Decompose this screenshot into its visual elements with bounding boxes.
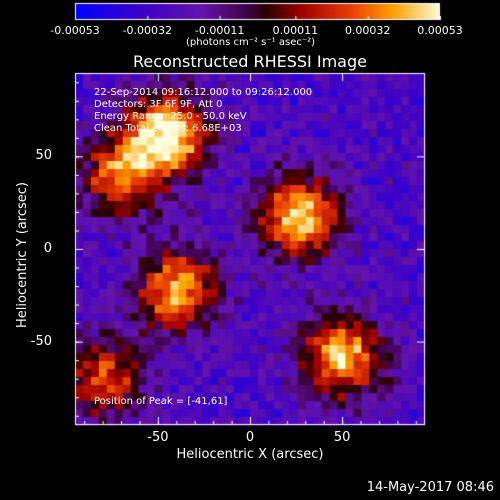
colorbar-tick-label: 0.00011	[272, 24, 319, 37]
colorbar-tick-label: -0.00053	[50, 24, 100, 37]
chart-title: Reconstructed RHESSI Image	[133, 52, 367, 71]
colorbar-tick-label: 0.00053	[417, 24, 463, 37]
x-tick-label: 0	[245, 430, 255, 445]
x-tick-label: 50	[333, 430, 351, 445]
annotation-energy-range: Energy Range: 25.0 - 50.0 keV	[94, 111, 247, 122]
annotation-clean-counts: Clean Total counts: 6.68E+03	[94, 123, 242, 134]
footer-date: 14-May-2017 08:46	[366, 480, 494, 495]
colorbar-tick-label: -0.00011	[194, 24, 245, 37]
colorbar-unit: (photons cm⁻² s⁻¹ asec⁻²)	[186, 37, 316, 48]
colorbar-tick-label: -0.00032	[122, 24, 173, 37]
annotation-detectors: Detectors: 3F 6F 9F, Att 0	[94, 99, 223, 110]
peak-position-label: Position of Peak = [-41,61]	[94, 396, 228, 407]
x-axis-label: Heliocentric X (arcsec)	[176, 447, 324, 462]
annotation-time-range: 22-Sep-2014 09:16:12.000 to 09:26:12.000	[94, 87, 313, 98]
x-tick-label: -50	[147, 430, 169, 445]
y-axis-label: Heliocentric Y (arcsec)	[15, 182, 30, 328]
y-tick-label: 50	[35, 148, 52, 164]
y-tick-label: 0	[43, 241, 52, 256]
y-tick-label: -50	[30, 333, 52, 349]
colorbar-tick-label: 0.00032	[344, 24, 391, 37]
